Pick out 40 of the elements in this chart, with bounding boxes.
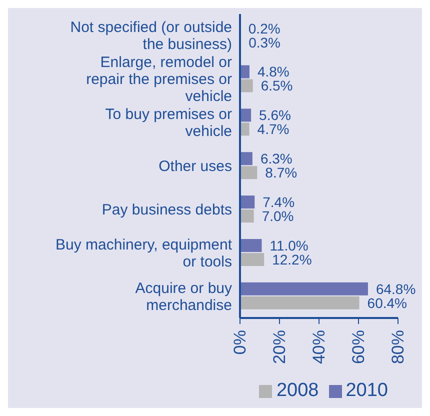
bar xyxy=(240,79,253,92)
x-tick-label: 0% xyxy=(230,330,250,355)
x-tick-label: 80% xyxy=(388,330,408,364)
data-label: 12.2% xyxy=(272,251,312,268)
bar xyxy=(240,196,255,209)
y-tick-label: Enlarge, remodel or repair the premises or vehicle xyxy=(86,54,232,105)
data-label: 4.8% xyxy=(257,64,290,80)
data-label: 6.5% xyxy=(260,78,293,94)
x-tick-label: 20% xyxy=(270,330,289,364)
y-tick-label: To buy premises or vehicle xyxy=(105,106,232,140)
y-tick-label: Other uses xyxy=(158,158,232,174)
x-tick-label: 40% xyxy=(310,330,328,364)
data-label: 0.3% xyxy=(248,34,281,50)
data-label: 7.0% xyxy=(262,208,294,224)
data-label: 64.8% xyxy=(376,280,416,297)
bar xyxy=(240,252,264,266)
data-label: 60.4% xyxy=(367,294,407,311)
y-tick-label: Buy machinery, equipment or tools xyxy=(56,236,233,270)
data-label: 0.2% xyxy=(248,20,280,36)
bar xyxy=(240,282,368,296)
bar xyxy=(240,296,360,310)
bar xyxy=(240,152,252,166)
data-label: 11.0% xyxy=(270,237,308,254)
bar xyxy=(240,122,250,136)
y-tick-label: Acquire or buy merchandise xyxy=(135,279,232,314)
legend-label: 2008 xyxy=(276,380,319,401)
data-label: 8.7% xyxy=(265,164,298,181)
y-tick-label: Pay business debts xyxy=(102,200,232,218)
bar xyxy=(240,166,258,180)
data-label: 5.6% xyxy=(259,107,291,124)
data-label: 7.4% xyxy=(262,194,295,210)
bar xyxy=(240,65,250,78)
data-label: 6.3% xyxy=(260,150,292,167)
bar xyxy=(240,238,262,252)
bar xyxy=(240,210,254,223)
x-tick-label: 60% xyxy=(349,330,368,364)
y-tick-label: Not specified (or outside the business) xyxy=(70,18,232,53)
bar xyxy=(240,108,252,122)
data-label: 4.7% xyxy=(257,121,290,138)
legend-label: 2010 xyxy=(346,380,388,401)
